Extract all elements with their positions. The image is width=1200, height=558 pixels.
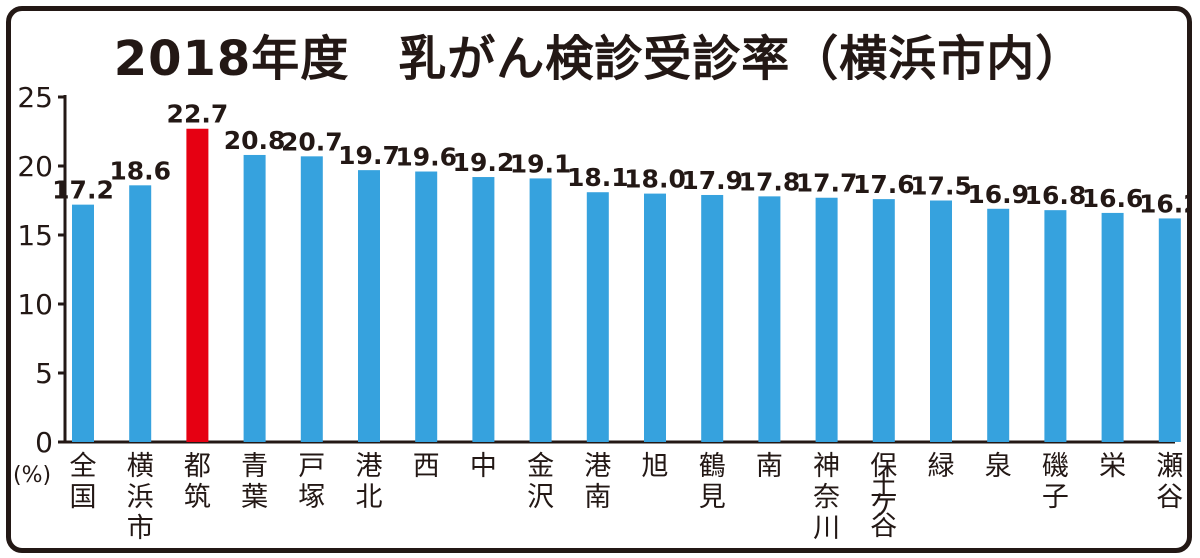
- category-label: 港北: [356, 451, 383, 513]
- category-label: 南: [756, 451, 783, 482]
- bar-value-label: 17.6: [853, 170, 915, 199]
- bar: [987, 208, 1010, 442]
- bar: [644, 193, 666, 442]
- bar-value-label: 17.5: [910, 172, 972, 201]
- bar: [1044, 210, 1067, 442]
- bar: [815, 197, 838, 442]
- category-label: 鶴見: [699, 451, 726, 513]
- y-tick-label: 10: [17, 288, 53, 321]
- category-label: 神奈川: [813, 451, 840, 544]
- bar-value-label: 19.2: [453, 148, 515, 177]
- bar-value-label: 19.7: [338, 141, 400, 170]
- bar-value-label: 17.8: [739, 167, 801, 196]
- bar: [472, 177, 495, 443]
- bar-value-label: 19.1: [510, 149, 572, 178]
- category-label: 全国: [70, 451, 97, 513]
- category-label: 瀬谷: [1156, 451, 1183, 513]
- bar: [1158, 218, 1181, 442]
- category-label: 中: [470, 451, 497, 482]
- y-tick-label: 0: [35, 426, 53, 459]
- bar: [72, 204, 94, 442]
- bar: [415, 171, 438, 442]
- bar-value-label: 16.9: [967, 180, 1029, 209]
- y-tick-label: 20: [17, 150, 53, 183]
- bar-value-label: 16.6: [1082, 184, 1144, 213]
- bar: [358, 170, 380, 442]
- bar: [529, 178, 552, 443]
- bar-value-label: 22.7: [167, 100, 229, 129]
- bar-value-label: 18.6: [109, 156, 171, 185]
- bar-value-label: 17.2: [52, 176, 114, 205]
- y-axis-unit-label: (%): [13, 463, 52, 488]
- category-label: 西: [413, 451, 440, 482]
- category-label: 横浜市: [127, 451, 154, 544]
- category-label: 栄: [1099, 451, 1126, 482]
- bar: [872, 199, 895, 442]
- category-label: 保土ケ谷: [870, 451, 897, 542]
- category-label: 金沢: [527, 451, 554, 513]
- bar: [930, 200, 952, 442]
- bar-highlight: [186, 128, 209, 442]
- category-label: 青葉: [241, 451, 268, 513]
- chart-title: 2018年度 乳がん検診受診率（横浜市内）: [113, 31, 1085, 87]
- bar: [586, 192, 609, 442]
- bar-value-label: 17.9: [681, 166, 743, 195]
- category-label: 港南: [584, 451, 611, 513]
- bar: [129, 185, 152, 442]
- bar-chart: 0 5 10 15 20 25 17.2 全国 18.6 横浜市 22.7 都筑 20.8 青葉 20.7 戸…: [17, 81, 1187, 544]
- bar-value-label: 20.8: [224, 126, 286, 155]
- chart-frame: 2018年度 乳がん検診受診率（横浜市内） 0 5 10 15 20 25 17.2 全国 18…: [6, 6, 1192, 553]
- y-tick-label: 5: [35, 357, 53, 390]
- bar-value-label: 17.7: [796, 169, 858, 198]
- category-label: 磯子: [1042, 451, 1069, 513]
- bar-value-label: 16.8: [1025, 181, 1087, 210]
- category-label: 戸塚: [298, 451, 325, 513]
- bar: [243, 154, 266, 442]
- bar-value-label: 18.0: [624, 165, 686, 194]
- category-label: 旭: [642, 451, 669, 482]
- bar-value-label: 19.6: [395, 143, 457, 172]
- bar: [300, 156, 323, 442]
- bar-value-label: 16.2: [1139, 189, 1187, 218]
- y-tick-label: 15: [17, 219, 53, 252]
- category-label: 緑: [928, 451, 955, 482]
- bar: [758, 196, 781, 442]
- bar: [701, 194, 724, 442]
- category-label: 都筑: [184, 451, 211, 513]
- bar-value-label: 20.7: [281, 127, 343, 156]
- bar: [1101, 212, 1124, 442]
- y-tick-label: 25: [17, 81, 53, 114]
- category-label: 泉: [985, 451, 1012, 482]
- bar-value-label: 18.1: [567, 163, 629, 192]
